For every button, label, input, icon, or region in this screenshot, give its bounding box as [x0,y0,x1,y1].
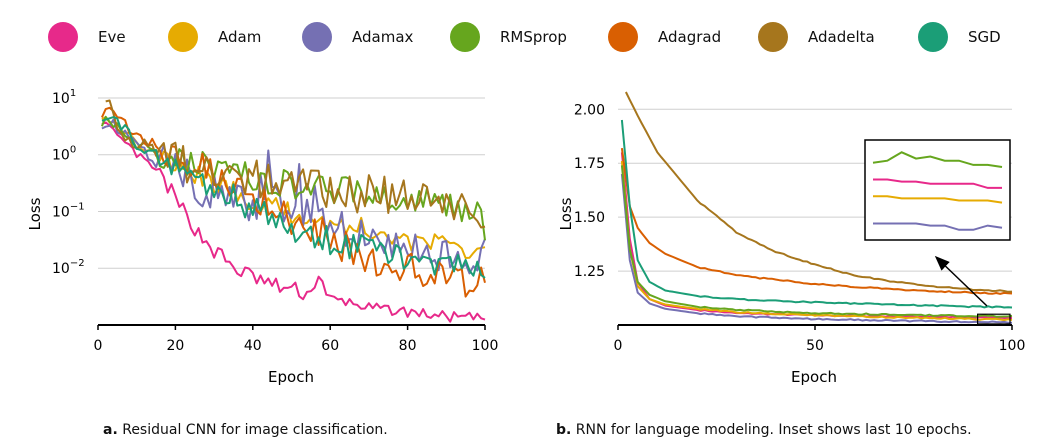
chart-a-xlabel: Epoch [268,368,314,386]
x-tick-label: 0 [614,338,623,354]
legend-label-adadelta: Adadelta [808,28,875,46]
inset-line-rmsprop [872,151,1003,168]
legend-label-rmsprop: RMSprop [500,28,567,46]
legend-swatch-rmsprop [450,22,480,52]
chart-b-inset [864,139,1011,325]
series-line-adamax [620,173,1013,324]
legend-item-adamax: Adamax [302,22,413,52]
legend-label-eve: Eve [98,28,126,46]
chart-a-axes: 0 20 40 60 80 100 101 100 10−1 10−2 [52,88,498,354]
chart-b-lines [620,91,1013,324]
series-line-sgd [620,119,1013,309]
x-tick-label: 20 [166,338,184,354]
caption-b-text: RNN for language modeling. Inset shows l… [575,422,972,438]
series-line-adam [620,160,1013,322]
series-line-adagrad [620,147,1013,295]
x-tick-label: 60 [321,338,339,354]
chart-a-ylabel: Loss [26,197,44,230]
chart-a: 0 20 40 60 80 100 101 100 10−1 10−2 Epoch Loss [26,88,498,386]
x-tick-label: 0 [94,338,103,354]
legend: Eve Adam Adamax RMSprop Adagrad Adadelta… [0,0,1050,70]
legend-swatch-adagrad [608,22,638,52]
chart-b-ylabel: Loss [557,197,575,230]
y-tick-label: 1.50 [574,210,605,226]
y-tick-label: 101 [52,88,76,107]
legend-label-adamax: Adamax [352,28,414,46]
caption-a-text: Residual CNN for image classification. [122,422,388,438]
x-tick-label: 40 [244,338,262,354]
x-tick-label: 100 [999,338,1026,354]
inset-arrow [934,255,988,307]
y-tick-label: 2.00 [574,102,605,118]
caption-a: a. Residual CNN for image classification… [103,422,388,438]
y-tick-label: 1.75 [574,156,605,172]
y-tick-label: 100 [52,145,76,164]
chart-a-lines [100,99,486,323]
caption-b: b. RNN for language modeling. Inset show… [556,422,972,438]
legend-label-adam: Adam [218,28,262,46]
series-line-eve [101,121,486,323]
legend-swatch-sgd [918,22,948,52]
inset-line-eve [873,178,1002,189]
y-tick-label: 10−1 [52,201,85,220]
series-line-adamax [101,118,486,275]
series-line-adadelta [625,91,1013,293]
legend-swatch-adamax [302,22,332,52]
inset-line-adamax [873,222,1003,231]
legend-item-adadelta: Adadelta [758,22,875,52]
series-line-adadelta [105,99,486,229]
caption-a-letter: a. [103,422,118,438]
legend-item-adam: Adam [168,22,261,52]
legend-item-adagrad: Adagrad [608,22,721,52]
legend-label-adagrad: Adagrad [658,28,722,46]
caption-b-letter: b. [556,422,572,438]
legend-label-sgd: SGD [968,28,1001,46]
x-tick-label: 100 [472,338,499,354]
x-tick-label: 80 [399,338,417,354]
inset-zoom-region [977,313,1011,325]
chart-b-xlabel: Epoch [791,368,837,386]
series-line-sgd [101,116,486,279]
legend-item-eve: Eve [48,22,126,52]
chart-b-axes: 1.25 1.50 1.75 2.00 0 50 100 [574,102,1026,354]
x-tick-label: 50 [806,338,824,354]
legend-item-sgd: SGD [918,22,1001,52]
legend-item-rmsprop: RMSprop [450,22,567,52]
inset-line-adam [873,195,1003,204]
y-tick-label: 10−2 [52,258,85,277]
chart-b: 1.25 1.50 1.75 2.00 0 50 100 Epoch Loss [557,91,1026,386]
legend-swatch-adadelta [758,22,788,52]
legend-swatch-adam [168,22,198,52]
legend-swatch-eve [48,22,78,52]
series-line-rmsprop [620,165,1013,318]
y-tick-label: 1.25 [574,264,605,280]
